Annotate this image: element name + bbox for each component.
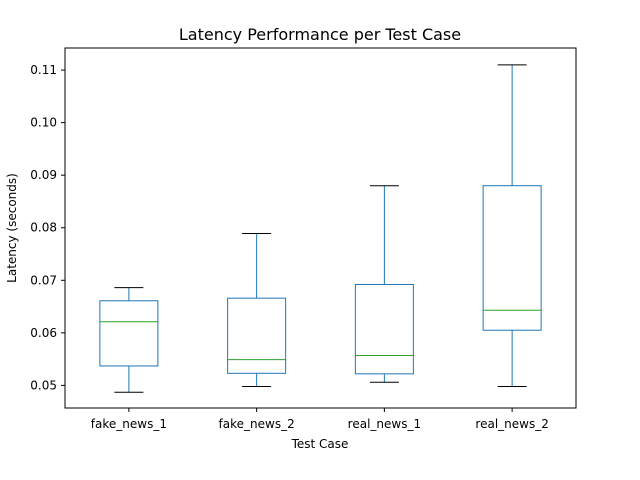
y-tick-label: 0.10 bbox=[30, 116, 57, 130]
boxes-layer bbox=[99, 64, 542, 393]
x-axis-label: Test Case bbox=[291, 437, 349, 451]
y-tick-label: 0.09 bbox=[30, 168, 57, 182]
y-tick-label: 0.05 bbox=[30, 378, 57, 392]
y-tick-label: 0.08 bbox=[30, 221, 57, 235]
box-fake_news_1 bbox=[99, 287, 159, 393]
chart-title: Latency Performance per Test Case bbox=[179, 25, 461, 44]
y-tick-label: 0.07 bbox=[30, 273, 57, 287]
y-axis-label: Latency (seconds) bbox=[5, 173, 19, 283]
box-iqr bbox=[227, 297, 287, 374]
box-fake_news_2 bbox=[227, 233, 287, 387]
x-axis: fake_news_1 fake_news_2 real_news_1 real_ne… bbox=[91, 408, 549, 431]
x-tick-label: fake_news_2 bbox=[219, 417, 295, 431]
y-tick-label: 0.11 bbox=[30, 63, 57, 77]
y-tick-label: 0.06 bbox=[30, 326, 57, 340]
box-real_news_2 bbox=[482, 64, 542, 387]
box-iqr bbox=[482, 185, 542, 331]
x-tick-label: real_news_2 bbox=[475, 417, 548, 431]
x-tick-label: fake_news_1 bbox=[91, 417, 167, 431]
box-iqr bbox=[354, 283, 414, 375]
box-iqr bbox=[99, 300, 159, 367]
y-axis: 0.05 0.06 0.07 0.08 0.09 0.10 0.11 bbox=[30, 63, 65, 392]
box-real_news_1 bbox=[354, 185, 414, 383]
x-tick-label: real_news_1 bbox=[348, 417, 421, 431]
